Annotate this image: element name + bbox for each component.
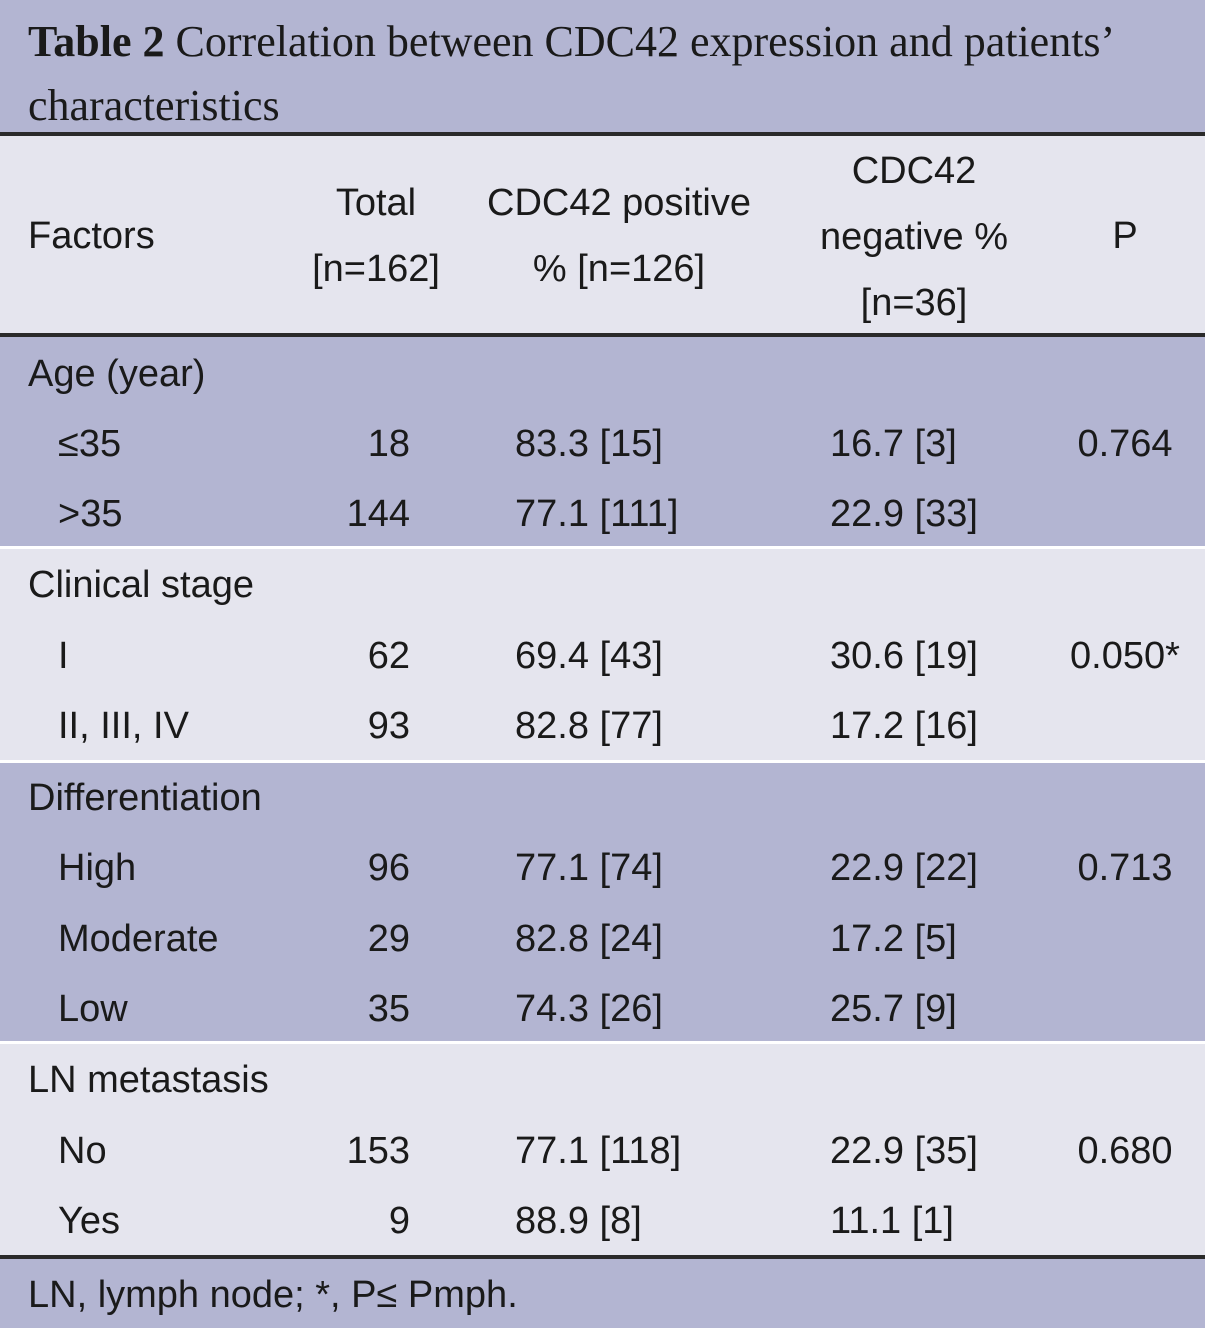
row-p-value: 0.713 (1077, 847, 1173, 889)
caption-title: Correlation between CDC42 expression and… (175, 17, 1116, 66)
row-p-value: 0.050* (1070, 635, 1180, 677)
header-rule (0, 333, 1205, 337)
row-positive: 69.4 [43] (515, 635, 663, 677)
caption-label: Table 2 (28, 17, 165, 66)
header-factors: Factors (28, 215, 155, 257)
header-p: P (1112, 215, 1138, 257)
row-positive: 77.1 [74] (515, 847, 663, 889)
row-label: Low (58, 988, 128, 1030)
row-negative: 16.7 [3] (830, 423, 957, 465)
group-band-stage (0, 549, 1205, 760)
header-row (0, 136, 1205, 333)
row-label: II, III, IV (58, 705, 189, 747)
bottom-rule (0, 1255, 1205, 1259)
table-caption: Table 2 Correlation between CDC42 expres… (0, 0, 1205, 134)
row-positive: 82.8 [24] (515, 918, 663, 960)
group-title: Age (year) (28, 353, 206, 395)
group-band-ln (0, 1044, 1205, 1255)
row-label: I (58, 635, 69, 677)
row-label: Moderate (58, 918, 219, 960)
caption-line-2: characteristics (28, 81, 280, 130)
row-negative: 22.9 [22] (830, 847, 978, 889)
header-positive: CDC42 positive % [n=126] (460, 170, 778, 302)
footnote-band (0, 1259, 1205, 1328)
header-negative: CDC42 negative % [n=36] (795, 138, 1033, 336)
row-negative: 11.1 [1] (830, 1200, 954, 1242)
row-total: 93 (367, 705, 410, 747)
row-negative: 17.2 [5] (830, 918, 957, 960)
row-positive: 88.9 [8] (515, 1200, 642, 1242)
row-total: 9 (388, 1200, 410, 1242)
row-negative: 22.9 [33] (830, 493, 978, 535)
group-separator (0, 760, 1205, 763)
group-band-differentiation (0, 763, 1205, 1041)
header-total-line1: Total (335, 182, 417, 224)
row-negative: 17.2 [16] (830, 705, 978, 747)
header-positive-line1: CDC42 positive (487, 182, 751, 224)
row-positive: 77.1 [111] (515, 493, 679, 535)
row-positive: 77.1 [118] (515, 1130, 682, 1172)
row-positive: 74.3 [26] (515, 988, 663, 1030)
group-title: Differentiation (28, 777, 262, 819)
row-total: 144 (346, 493, 410, 535)
group-separator (0, 1041, 1205, 1044)
top-rule (0, 132, 1205, 136)
row-negative: 22.9 [35] (830, 1130, 978, 1172)
row-negative: 25.7 [9] (830, 988, 957, 1030)
header-negative-line1: CDC42 (851, 150, 977, 192)
header-positive-line2: % [n=126] (532, 248, 706, 290)
row-label: No (58, 1130, 107, 1172)
header-negative-line2: negative % (819, 216, 1008, 258)
row-p-value: 0.764 (1077, 423, 1173, 465)
row-label: >35 (58, 493, 123, 535)
row-label: Yes (58, 1200, 120, 1242)
row-label: High (58, 847, 137, 889)
row-total: 18 (367, 423, 410, 465)
group-title: Clinical stage (28, 564, 254, 606)
row-total: 29 (367, 918, 410, 960)
group-band-age (0, 337, 1205, 546)
row-total: 35 (367, 988, 410, 1030)
caption-line-1: Table 2 Correlation between CDC42 expres… (28, 10, 1177, 74)
row-positive: 82.8 [77] (515, 705, 663, 747)
table-footnote: LN, lymph node; *, P≤ Pmph. (28, 1274, 518, 1316)
row-total: 62 (367, 635, 410, 677)
group-separator (0, 546, 1205, 549)
row-p-value: 0.680 (1077, 1130, 1173, 1172)
row-negative: 30.6 [19] (830, 635, 978, 677)
header-total-line2: [n=162] (312, 248, 440, 290)
header-total: Total [n=162] (296, 170, 456, 302)
row-label: ≤35 (58, 423, 122, 465)
group-title: LN metastasis (28, 1059, 269, 1101)
row-total: 96 (367, 847, 410, 889)
row-total: 153 (346, 1130, 410, 1172)
row-positive: 83.3 [15] (515, 423, 663, 465)
header-negative-line3: [n=36] (860, 282, 968, 324)
